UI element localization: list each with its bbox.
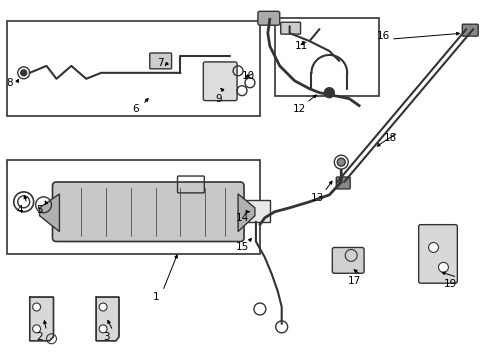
Text: 4: 4 (17, 205, 23, 215)
Circle shape (99, 303, 107, 311)
FancyBboxPatch shape (418, 225, 456, 283)
Circle shape (337, 158, 345, 166)
Text: 12: 12 (292, 104, 305, 113)
Text: 14: 14 (235, 213, 248, 223)
Text: 8: 8 (6, 78, 13, 88)
Circle shape (438, 262, 447, 272)
Polygon shape (30, 297, 53, 341)
Polygon shape (238, 194, 254, 231)
Bar (7, 21, 259, 116)
Text: 13: 13 (310, 193, 324, 203)
Circle shape (33, 303, 41, 311)
Polygon shape (40, 194, 60, 231)
Text: 16: 16 (377, 31, 390, 41)
Bar (7, 160, 259, 255)
Text: 17: 17 (347, 276, 360, 286)
Circle shape (324, 88, 334, 98)
Circle shape (20, 70, 27, 76)
Text: 19: 19 (443, 279, 456, 289)
FancyBboxPatch shape (332, 247, 364, 273)
FancyBboxPatch shape (257, 11, 279, 25)
FancyBboxPatch shape (336, 177, 349, 189)
FancyBboxPatch shape (149, 53, 171, 69)
Text: 7: 7 (157, 58, 163, 68)
FancyBboxPatch shape (52, 182, 244, 242)
Text: 15: 15 (235, 243, 248, 252)
FancyBboxPatch shape (461, 24, 477, 36)
Text: 1: 1 (152, 292, 159, 302)
Text: 9: 9 (214, 94, 221, 104)
Bar (242, 200, 269, 222)
Text: 3: 3 (102, 332, 109, 342)
Circle shape (99, 325, 107, 333)
FancyBboxPatch shape (280, 22, 300, 34)
Text: 11: 11 (294, 41, 307, 51)
Text: 10: 10 (241, 71, 254, 81)
Text: 2: 2 (36, 332, 43, 342)
Circle shape (427, 243, 438, 252)
Bar (274, 18, 378, 96)
Text: 6: 6 (132, 104, 139, 113)
Text: 5: 5 (36, 205, 43, 215)
FancyBboxPatch shape (203, 62, 237, 100)
Polygon shape (96, 297, 119, 341)
Text: 18: 18 (384, 133, 397, 143)
Circle shape (33, 325, 41, 333)
